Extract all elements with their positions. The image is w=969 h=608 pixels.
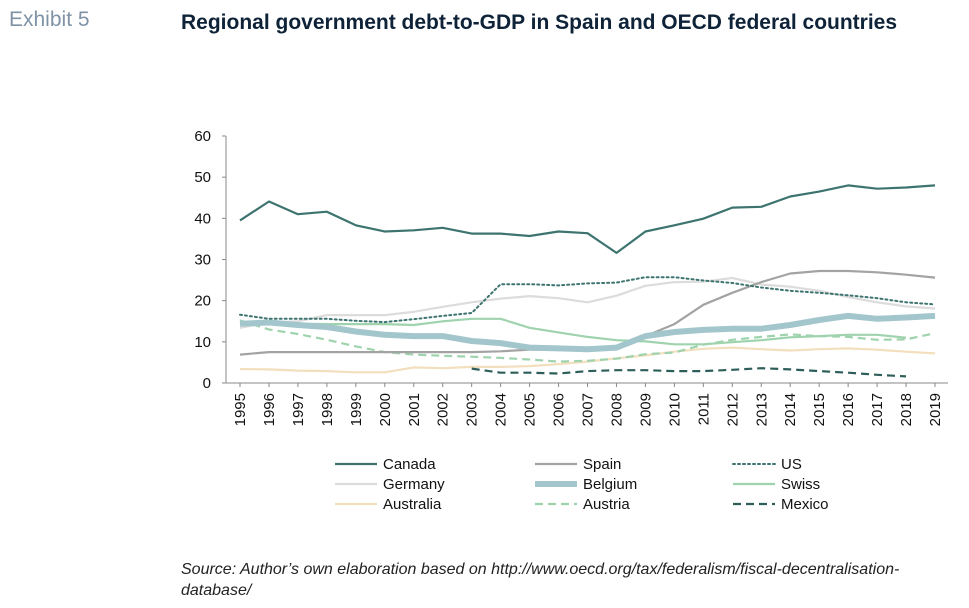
x-tick-label: 2006 — [551, 393, 568, 426]
x-tick-label: 2007 — [580, 393, 597, 426]
x-tick-label: 2000 — [377, 393, 394, 426]
legend-label-canada: Canada — [383, 456, 436, 473]
x-tick-label: 2018 — [898, 393, 915, 426]
x-tick-label: 2015 — [811, 393, 828, 426]
legend-label-germany: Germany — [383, 476, 445, 493]
x-tick-label: 2019 — [927, 393, 944, 426]
y-tick-label: 60 — [194, 128, 211, 145]
y-tick-label: 40 — [194, 210, 211, 227]
y-tick-label: 50 — [194, 169, 211, 186]
legend-label-mexico: Mexico — [781, 496, 829, 513]
series-line-canada — [239, 184, 936, 254]
series-line-mexico — [471, 367, 907, 378]
x-tick-label: 1996 — [261, 393, 278, 426]
x-tick-label: 2002 — [435, 393, 452, 426]
x-tick-label: 1998 — [319, 393, 336, 426]
series-line-austria — [239, 319, 936, 363]
x-tick-label: 2004 — [493, 393, 510, 426]
legend-label-austria: Austria — [583, 496, 630, 513]
x-tick-label: 2016 — [840, 393, 857, 426]
y-tick-label: 20 — [194, 293, 211, 310]
x-tick-label: 2005 — [522, 393, 539, 426]
y-tick-label: 0 — [203, 375, 211, 392]
series-line-swiss — [240, 317, 907, 346]
x-tick-label: 2017 — [869, 393, 886, 426]
x-tick-label: 2013 — [753, 393, 770, 426]
legend-label-australia: Australia — [383, 496, 442, 513]
x-tick-label: 2008 — [608, 393, 625, 426]
legend-label-spain: Spain — [583, 456, 621, 473]
x-tick-label: 2001 — [406, 393, 423, 426]
x-tick-label: 2014 — [782, 393, 799, 426]
x-tick-label: 2010 — [666, 393, 683, 426]
x-tick-label: 2003 — [464, 393, 481, 426]
x-tick-label: 2009 — [637, 393, 654, 426]
legend-label-swiss: Swiss — [781, 476, 820, 493]
series-line-belgium — [239, 312, 936, 353]
legend-label-belgium: Belgium — [583, 476, 637, 493]
x-tick-label: 1995 — [232, 393, 249, 426]
legend-label-us: US — [781, 456, 802, 473]
chart-title: Regional government debt-to-GDP in Spain… — [181, 11, 898, 34]
series-line-germany — [239, 276, 936, 329]
source-note: Source: Author’s own elaboration based o… — [181, 561, 900, 599]
series-line-us — [239, 276, 936, 324]
exhibit-label: Exhibit 5 — [9, 8, 90, 31]
x-tick-label: 1997 — [290, 393, 307, 426]
x-tick-label: 2012 — [724, 393, 741, 426]
x-tick-label: 2011 — [695, 393, 712, 425]
x-tick-label: 1999 — [348, 393, 365, 426]
y-tick-label: 30 — [194, 252, 211, 269]
y-tick-label: 10 — [194, 334, 211, 351]
